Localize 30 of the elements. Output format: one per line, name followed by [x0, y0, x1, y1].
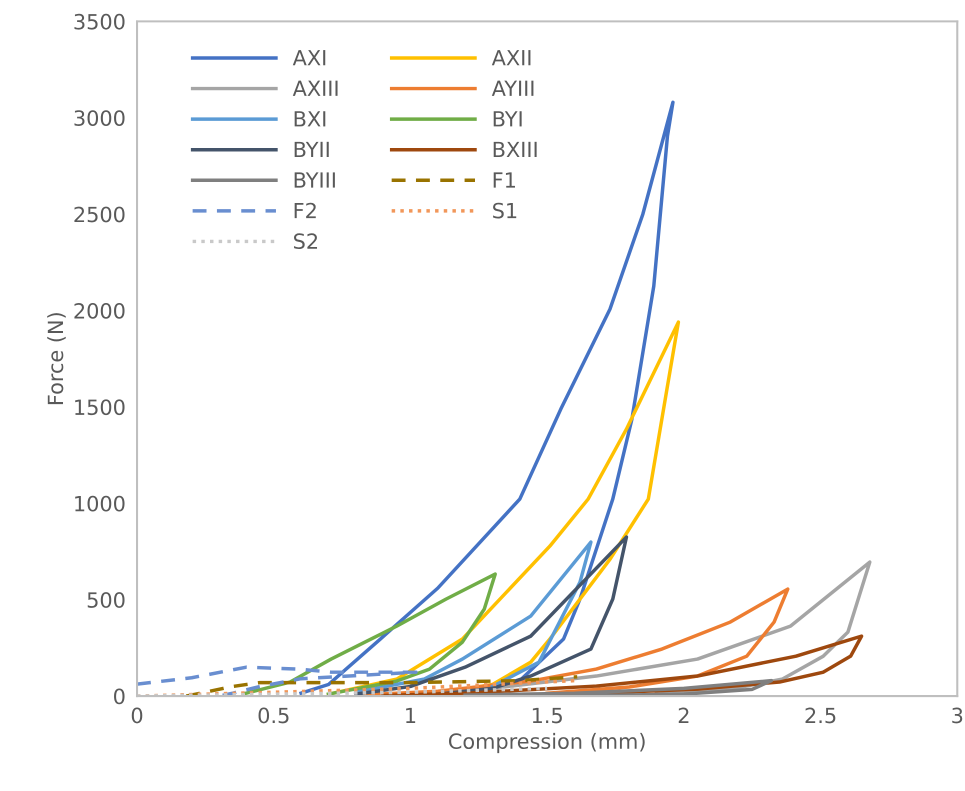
x-tick-label: 1 [406, 708, 416, 724]
x-tick-label: 1.5 [532, 708, 562, 724]
legend-label: AYIII [492, 80, 534, 96]
x-tick-label: 2 [678, 708, 688, 724]
x-tick-label: 0 [132, 708, 142, 724]
legend-label: BYI [494, 111, 522, 126]
legend-label: AXIII [292, 80, 338, 96]
x-tick-label: 3 [952, 708, 962, 724]
legend-label: F2 [294, 202, 316, 218]
legend-label: F1 [494, 172, 515, 188]
y-tick-label: 500 [88, 592, 125, 608]
legend-label: BYIII [294, 172, 335, 188]
x-axis-title: Compression (mm) [449, 732, 645, 754]
legend-label: AXI [292, 50, 326, 66]
y-tick-label: 2000 [74, 302, 125, 319]
y-tick-label: 3500 [74, 14, 125, 30]
y-tick-label: 0 [114, 688, 125, 704]
y-axis-title: Force (N) [47, 313, 66, 404]
x-tick-label: 0.5 [258, 708, 288, 724]
legend-label: BYII [294, 142, 329, 158]
y-tick-label: 2500 [74, 206, 125, 222]
x-tick-label: 2.5 [806, 708, 836, 724]
legend-label: BXIII [494, 142, 537, 158]
legend-label: S2 [294, 233, 318, 250]
legend-label: AXII [492, 50, 530, 66]
y-tick-label: 3000 [74, 110, 125, 126]
legend-label: BXI [294, 111, 326, 126]
y-tick-label: 1000 [75, 496, 125, 512]
y-tick-label: 1500 [75, 399, 125, 416]
legend-label: S1 [493, 202, 516, 218]
